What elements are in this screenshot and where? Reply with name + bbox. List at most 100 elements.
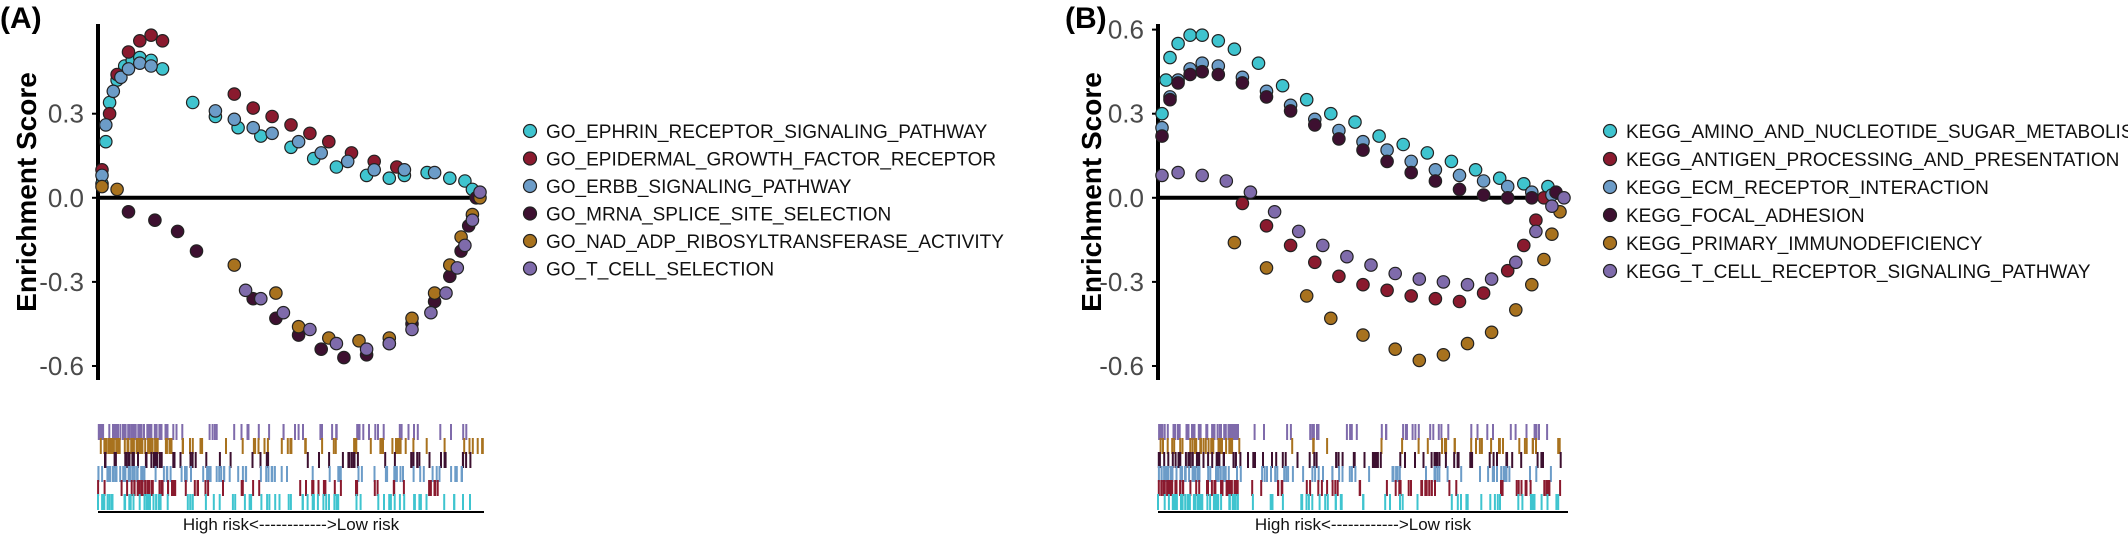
data-point	[265, 109, 279, 124]
x-axis-caption: High risk<------------>Low risk	[1255, 515, 1472, 534]
data-point	[1316, 238, 1330, 253]
data-point	[1372, 129, 1386, 143]
data-point	[102, 95, 117, 110]
data-point	[1517, 177, 1531, 191]
legend-marker	[1602, 263, 1618, 279]
data-point	[1428, 163, 1443, 177]
series-2	[1235, 191, 1551, 309]
data-point	[1171, 76, 1185, 90]
data-point	[99, 134, 113, 149]
data-point	[1195, 64, 1209, 79]
data-point	[121, 62, 136, 76]
data-point	[1517, 238, 1531, 253]
data-point	[424, 305, 438, 320]
legend-entry: GO_MRNA_SPLICE_SITE_SELECTION	[546, 205, 891, 226]
y-axis-label: Enrichment Score	[1076, 72, 1107, 312]
data-point	[1404, 165, 1418, 180]
data-point	[1348, 115, 1362, 129]
data-point	[314, 146, 328, 160]
data-point	[208, 104, 223, 118]
series-4	[121, 191, 483, 365]
data-point	[1183, 28, 1197, 42]
y-tick-label: -0.3	[1099, 267, 1144, 297]
data-point	[227, 258, 242, 272]
legend-marker	[522, 151, 538, 166]
data-point	[155, 62, 170, 76]
data-point	[1436, 347, 1451, 362]
legend-entry: KEGG_AMINO_AND_NUCLEOTIDE_SUGAR_METABOLI…	[1626, 122, 2128, 143]
legend-entry: GO_EPHRIN_RECEPTOR_SIGNALING_PATHWAY	[546, 122, 988, 143]
data-point	[1557, 191, 1571, 205]
data-point	[1155, 106, 1169, 121]
data-point	[359, 342, 374, 356]
data-point	[1529, 224, 1543, 239]
data-point	[185, 95, 200, 110]
data-point	[1412, 272, 1427, 286]
data-point	[314, 342, 328, 356]
legend-entry: KEGG_ANTIGEN_PROCESSING_AND_PRESENTATION	[1626, 150, 2119, 171]
y-tick-label: 0.0	[48, 183, 84, 213]
series-3	[95, 56, 442, 183]
y-tick-label: -0.3	[39, 267, 84, 297]
legend-entry: KEGG_FOCAL_ADHESION	[1626, 206, 1865, 227]
data-point	[1332, 132, 1346, 146]
data-point	[1380, 154, 1394, 169]
data-point	[367, 163, 381, 177]
data-point	[1267, 205, 1282, 219]
data-point	[303, 126, 317, 141]
data-point	[102, 106, 117, 121]
data-point	[1299, 92, 1314, 107]
data-point	[1211, 33, 1226, 48]
data-point	[1259, 219, 1274, 233]
data-point	[1235, 76, 1250, 90]
data-point	[1525, 191, 1539, 205]
data-point	[1452, 168, 1467, 183]
data-point	[382, 171, 397, 185]
data-point	[1171, 36, 1185, 51]
data-point	[1364, 258, 1378, 272]
series-5	[1227, 205, 1567, 368]
data-point	[99, 118, 113, 132]
legend-marker	[522, 233, 538, 249]
y-tick-label: 0.0	[1108, 183, 1144, 213]
data-point	[439, 286, 453, 300]
data-point	[427, 286, 442, 300]
data-point	[1155, 129, 1169, 143]
y-tick-label: -0.6	[39, 351, 84, 381]
data-point	[1476, 286, 1491, 300]
data-point	[1452, 182, 1467, 197]
data-point	[340, 154, 355, 169]
data-point	[1299, 289, 1314, 303]
series-1	[1155, 28, 1555, 194]
data-point	[1324, 106, 1338, 121]
data-point	[1545, 227, 1559, 241]
data-point	[1283, 238, 1298, 253]
data-point	[1404, 154, 1418, 169]
data-point	[148, 213, 162, 227]
legend-marker	[1602, 151, 1618, 167]
data-point	[1436, 275, 1451, 289]
data-point	[265, 126, 279, 141]
data-point	[1537, 252, 1551, 267]
data-point	[405, 311, 419, 326]
series-2	[95, 28, 404, 177]
data-point	[144, 28, 158, 42]
data-point	[246, 120, 260, 135]
data-point	[329, 160, 344, 174]
data-point	[284, 118, 298, 132]
data-point	[95, 179, 109, 194]
data-point	[121, 45, 136, 59]
data-point	[1428, 174, 1443, 188]
y-axis-label: Enrichment Score	[11, 72, 42, 312]
data-point	[133, 33, 147, 48]
data-point	[1159, 73, 1173, 87]
data-point	[1183, 67, 1197, 82]
data-point	[1380, 283, 1394, 298]
data-point	[442, 171, 457, 185]
data-point	[1356, 277, 1370, 292]
data-point	[1195, 28, 1209, 42]
y-tick-label: 0.3	[48, 99, 84, 129]
data-point	[1259, 261, 1274, 275]
